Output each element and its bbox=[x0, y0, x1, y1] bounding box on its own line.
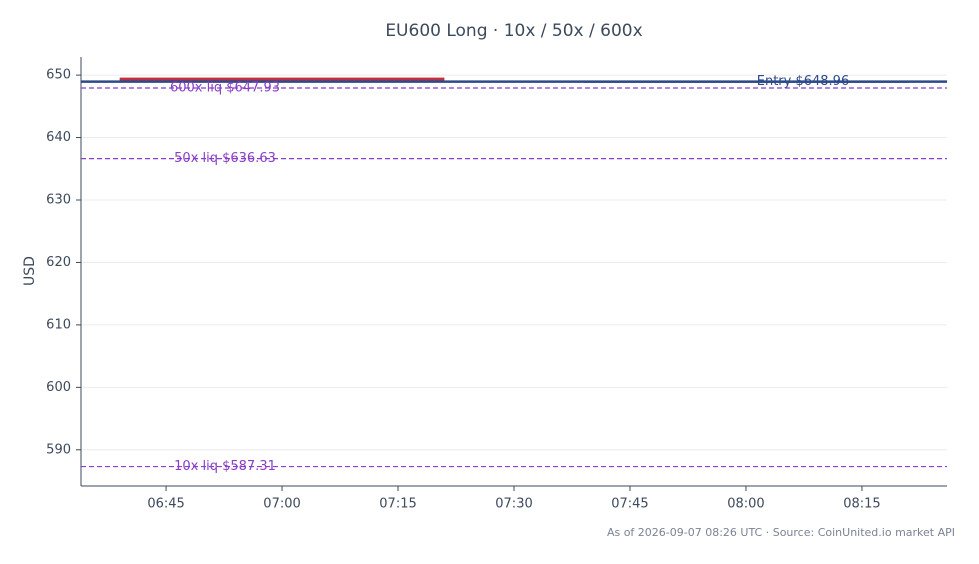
y-tick-label: 630 bbox=[46, 193, 71, 208]
x-tick-label: 07:15 bbox=[379, 497, 416, 512]
x-tick-label: 07:30 bbox=[495, 497, 532, 512]
y-tick-label: 610 bbox=[46, 317, 71, 332]
footnote: As of 2026-09-07 08:26 UTC · Source: Coi… bbox=[607, 526, 955, 539]
y-tick-label: 650 bbox=[46, 68, 71, 83]
chart-title: EU600 Long · 10x / 50x / 600x bbox=[385, 21, 642, 41]
x-tick-label: 07:45 bbox=[611, 497, 648, 512]
y-tick-label: 590 bbox=[46, 442, 71, 457]
x-tick-label: 08:00 bbox=[727, 497, 764, 512]
y-tick-label: 640 bbox=[46, 130, 71, 145]
y-tick-label: 600 bbox=[46, 380, 71, 395]
level-label: 10x liq $587.31 bbox=[174, 459, 276, 474]
candle-body bbox=[119, 77, 445, 82]
level-label: Entry $648.96 bbox=[757, 74, 849, 89]
y-axis-label: USD bbox=[22, 256, 38, 286]
level-label: 600x liq $647.93 bbox=[170, 81, 280, 96]
x-tick-label: 08:15 bbox=[843, 497, 880, 512]
level-label: 50x liq $636.63 bbox=[174, 151, 276, 166]
y-tick-label: 620 bbox=[46, 255, 71, 270]
x-tick-label: 07:00 bbox=[263, 497, 300, 512]
x-tick-label: 06:45 bbox=[147, 497, 184, 512]
